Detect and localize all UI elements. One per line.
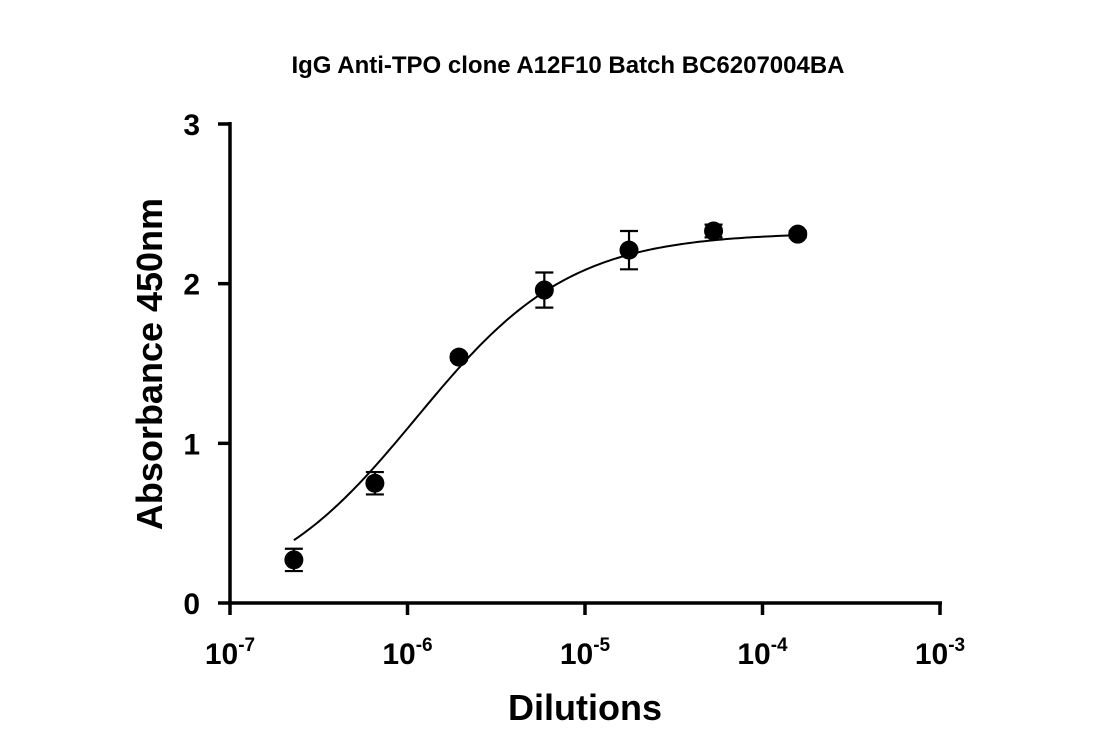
point-marker (534, 280, 554, 300)
x-tick-label: 10-6 (382, 635, 432, 671)
x-axis-title: Dilutions (508, 687, 662, 728)
x-tick-label: 10-3 (915, 635, 965, 671)
x-tick-exponent: -5 (593, 635, 610, 656)
chart-title: IgG Anti-TPO clone A12F10 Batch BC620700… (291, 52, 844, 79)
x-tick-base: 10 (205, 638, 238, 671)
y-tick-label: 2 (183, 269, 200, 302)
x-axis: 10-7 10-6 10-5 10-4 10-3 (205, 601, 965, 671)
y-tick-label: 0 (183, 588, 200, 621)
y-tick-label: 3 (183, 109, 200, 142)
data-point (365, 470, 385, 496)
data-point (284, 547, 304, 573)
point-marker (788, 224, 808, 244)
data-point (788, 224, 808, 244)
x-tick-label: 10-5 (560, 635, 611, 671)
data-points (284, 221, 808, 573)
point-marker (619, 240, 639, 260)
x-tick-exponent: -6 (416, 635, 433, 656)
data-point (534, 271, 554, 309)
x-tick-exponent: -7 (238, 635, 255, 656)
x-tick-label: 10-7 (205, 635, 255, 671)
y-axis: 0 1 2 3 (183, 109, 232, 621)
y-axis-title: Absorbance 450nm (129, 198, 170, 530)
point-marker (284, 550, 304, 570)
y-tick-label: 1 (183, 428, 200, 461)
x-tick-exponent: -3 (948, 635, 965, 656)
y-ticks: 0 1 2 3 (183, 109, 230, 621)
point-marker (449, 347, 469, 367)
data-point (619, 229, 639, 271)
x-ticks: 10-7 10-6 10-5 10-4 10-3 (205, 603, 965, 671)
data-point (449, 347, 469, 367)
x-tick-label: 10-4 (737, 635, 788, 671)
x-tick-base: 10 (737, 638, 770, 671)
x-tick-base: 10 (915, 638, 948, 671)
x-tick-base: 10 (382, 638, 415, 671)
data-point (704, 221, 724, 241)
x-tick-base: 10 (560, 638, 593, 671)
x-tick-exponent: -4 (771, 635, 788, 656)
point-marker (704, 221, 724, 241)
point-marker (365, 473, 385, 493)
